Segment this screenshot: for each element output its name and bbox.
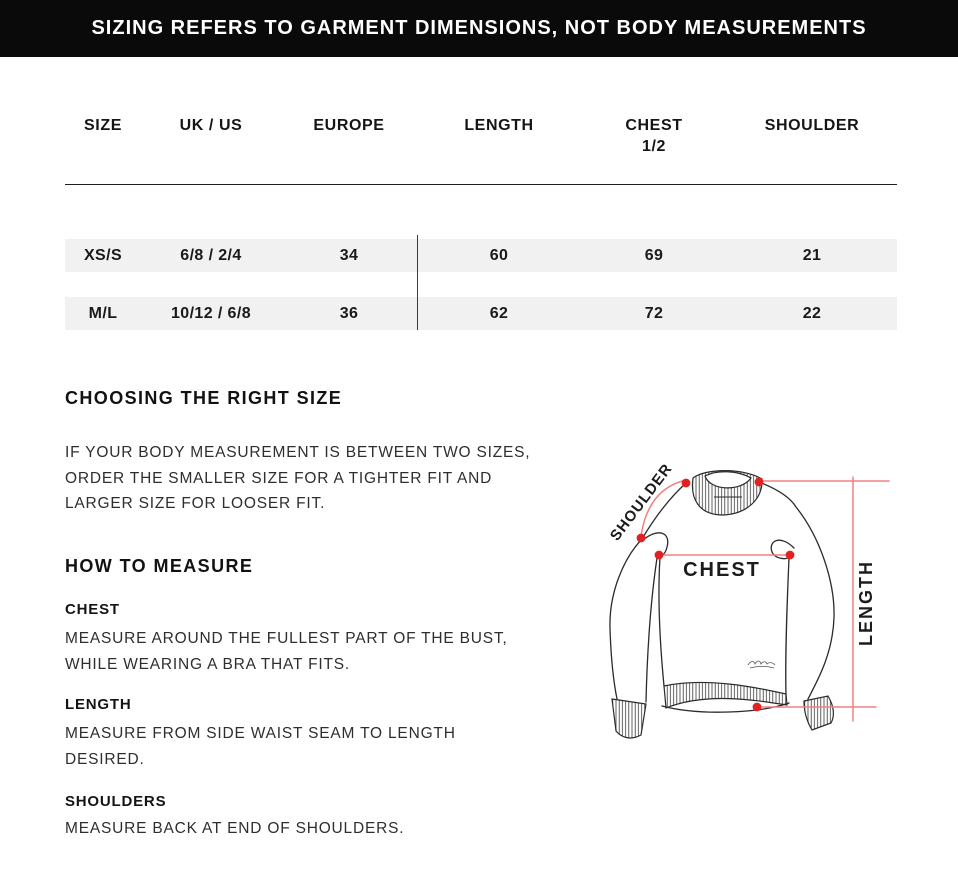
dot-left-neck: [681, 478, 691, 488]
measure-shoulders-body: MEASURE BACK AT END OF SHOULDERS.: [65, 820, 405, 837]
row2-shoulder: 22: [802, 304, 822, 322]
dot-chest-right: [785, 550, 795, 560]
left-shoulder-seam: [641, 482, 687, 540]
how-to-measure-heading: HOW TO MEASURE: [65, 556, 254, 576]
row1-shoulder: 21: [802, 246, 822, 264]
col-header-size: SIZE: [84, 117, 122, 134]
banner-text: SIZING REFERS TO GARMENT DIMENSIONS, NOT…: [91, 17, 867, 39]
left-cuff: [611, 698, 647, 739]
row1-length: 60: [489, 246, 509, 264]
right-armpit-curve: [770, 539, 795, 560]
brand-signature: [747, 660, 776, 669]
row2-size: M/L: [88, 304, 118, 322]
measurement-lines: [640, 476, 890, 722]
body-right-edge: [785, 557, 790, 695]
row1-size: XS/S: [83, 246, 123, 264]
choosing-size-body: IF YOUR BODY MEASUREMENT IS BETWEEN TWO …: [65, 444, 531, 512]
chest-diagram-label: CHEST: [683, 559, 761, 581]
col-header-length: LENGTH: [464, 117, 534, 134]
measure-shoulders-title: SHOULDERS: [65, 793, 167, 810]
right-sleeve-outline: [758, 481, 835, 700]
row2-chest: 72: [644, 304, 664, 322]
sweater-outline: [609, 481, 835, 713]
left-sleeve-inner: [645, 557, 658, 703]
row2-ukus: 10/12 / 6/8: [170, 304, 252, 322]
col-header-europe: EUROPE: [313, 117, 385, 134]
table-row: M/L 10/12 / 6/8 36 62 72 22: [65, 297, 897, 330]
sizing-banner: SIZING REFERS TO GARMENT DIMENSIONS, NOT…: [0, 0, 958, 57]
dot-left-shoulder: [636, 533, 646, 543]
right-cuff: [803, 695, 834, 731]
row2-europe: 36: [339, 304, 359, 322]
measure-length-body: MEASURE FROM SIDE WAIST SEAM TO LENGTH D…: [65, 725, 456, 768]
shoulder-measure-line: [640, 479, 687, 537]
row1-chest: 69: [644, 246, 664, 264]
col-header-chest-sub: 1/2: [641, 138, 667, 155]
table-vertical-divider: [417, 235, 418, 330]
col-header-shoulder: SHOULDER: [764, 117, 860, 134]
measure-length-title: LENGTH: [65, 696, 132, 713]
row1-europe: 34: [339, 246, 359, 264]
ribbed-trims: [611, 470, 834, 739]
hem-under-curve: [661, 702, 790, 713]
row1-ukus: 6/8 / 2/4: [180, 246, 242, 264]
sweater-measurement-diagram: SHOULDER CHEST LENGTH: [607, 460, 890, 739]
choosing-size-heading: CHOOSING THE RIGHT SIZE: [65, 388, 343, 408]
col-header-ukus: UK / US: [179, 117, 243, 134]
left-armpit-curve: [642, 532, 669, 557]
table-header-rule: [65, 184, 897, 185]
dot-right-neck: [754, 477, 764, 487]
size-table-header: SIZE UK / US EUROPE LENGTH CHEST 1/2 SHO…: [65, 115, 897, 157]
col-header-chest: CHEST 1/2: [581, 115, 727, 157]
body-left-edge: [658, 556, 665, 687]
measure-chest-body: MEASURE AROUND THE FULLEST PART OF THE B…: [65, 630, 508, 673]
dot-chest-left: [654, 550, 664, 560]
measurement-dots: [636, 477, 795, 712]
left-sleeve-outline: [609, 538, 643, 700]
row2-length: 62: [489, 304, 509, 322]
dot-hem-bottom: [752, 702, 762, 712]
table-row: XS/S 6/8 / 2/4 34 60 69 21: [65, 239, 897, 272]
hem-band: [663, 681, 788, 709]
collar-inner-opening: [704, 471, 752, 489]
measure-chest-title: CHEST: [65, 601, 120, 618]
length-diagram-label: LENGTH: [856, 560, 876, 646]
